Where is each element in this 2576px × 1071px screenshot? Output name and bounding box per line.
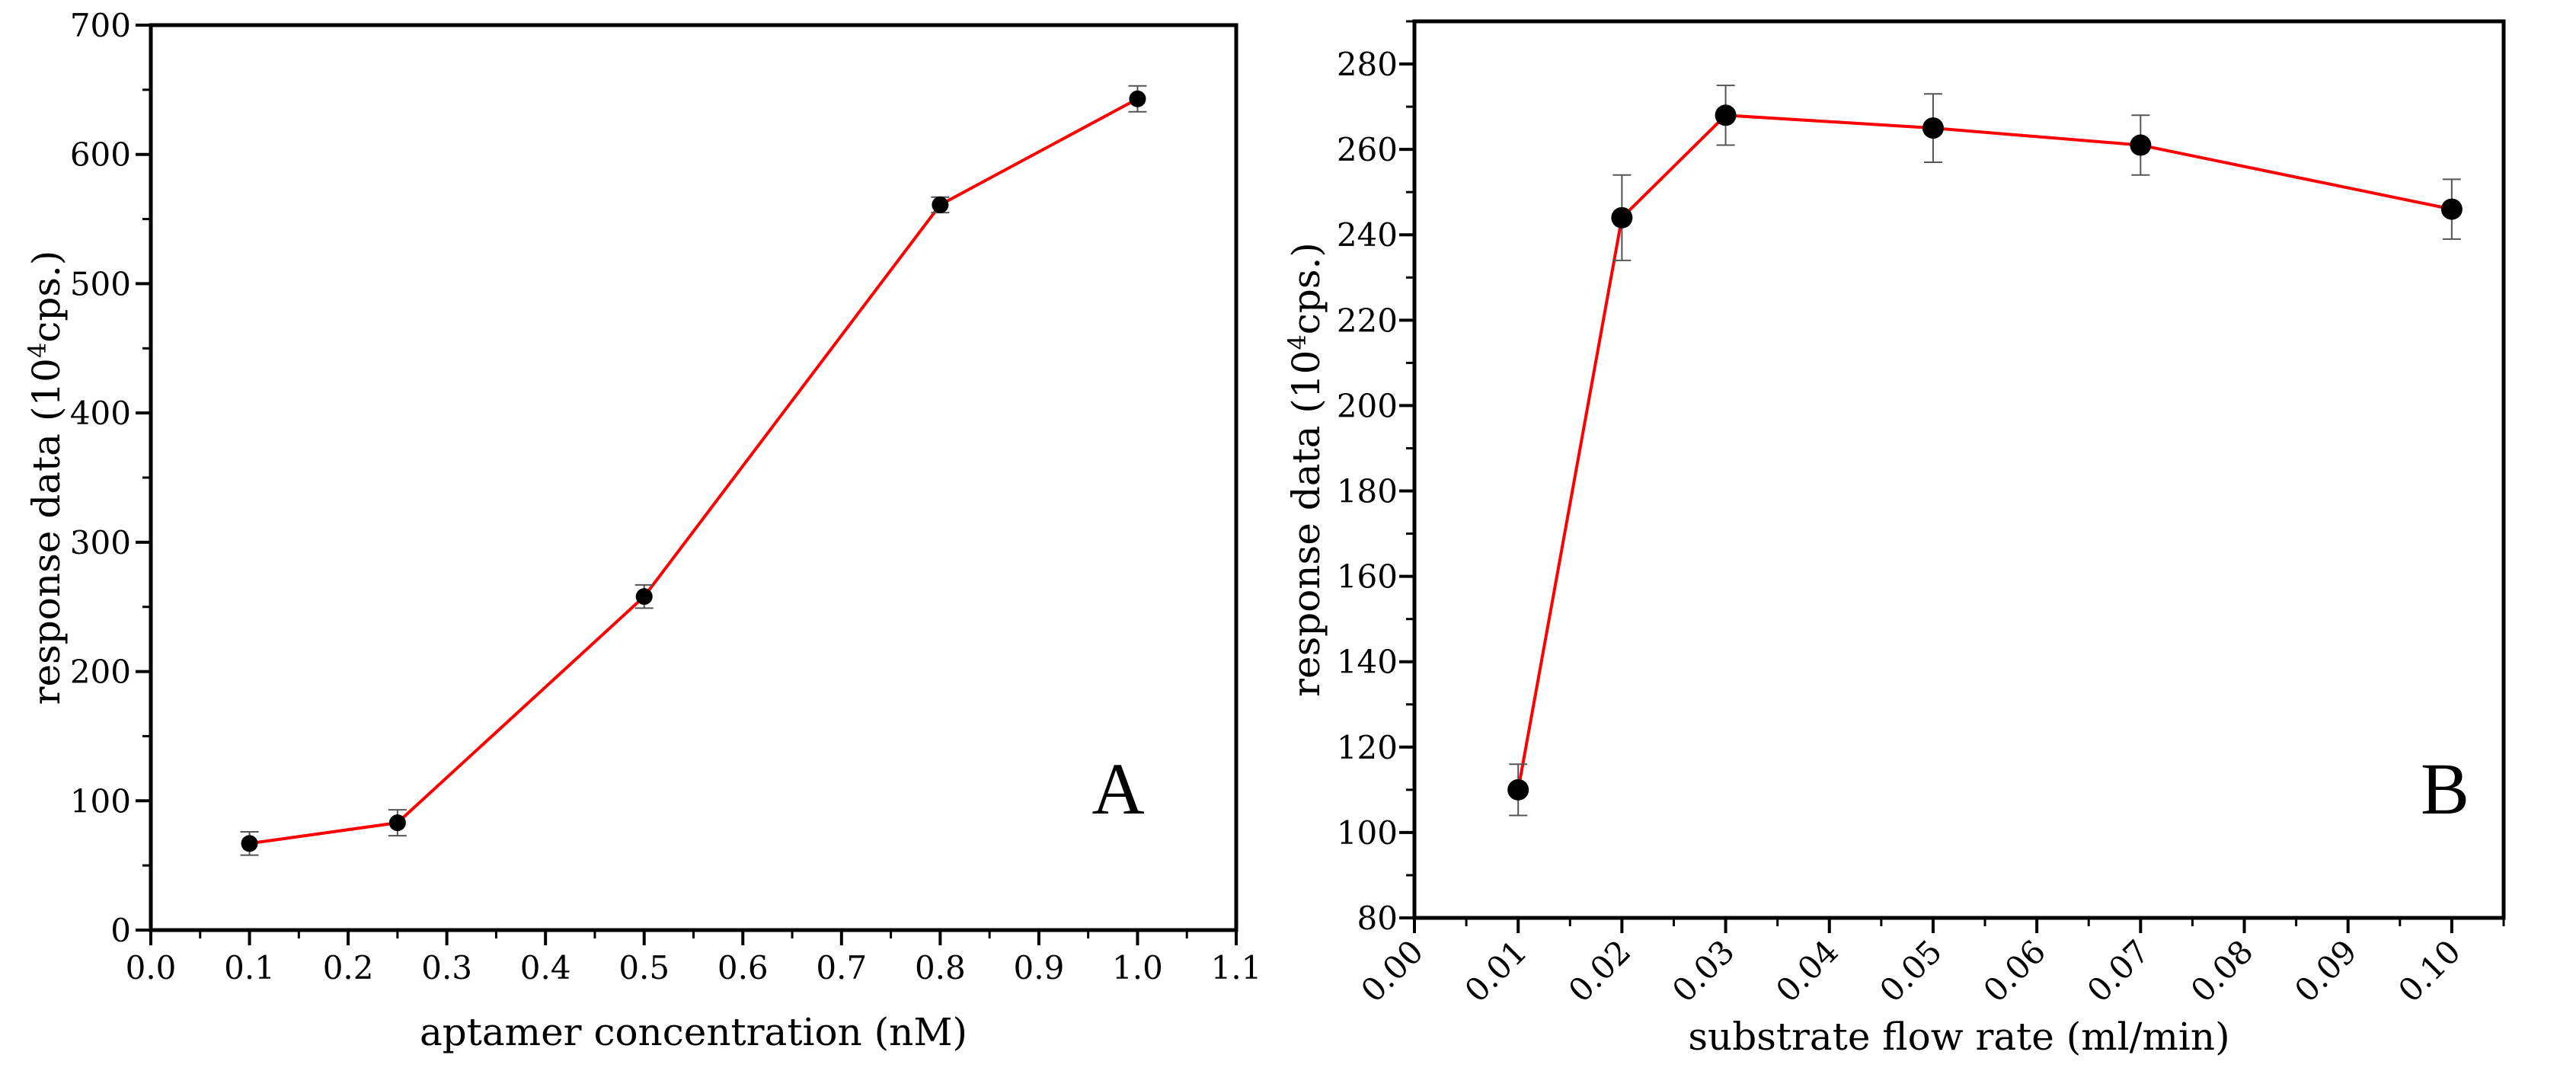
tick-labels-b: 0.00 0.01 0.02 0.03 0.04 0.05 0.06 0.07 0.08 0.09… — [1337, 46, 2468, 1009]
x-tick-label: 1.1 — [1211, 949, 1262, 986]
axis-ticks-a — [136, 24, 1238, 945]
panel-label-b: B — [2421, 748, 2469, 830]
x-tick-label: 0.8 — [915, 949, 966, 986]
y-tick-label: 400 — [70, 395, 131, 432]
x-tick-label: 0.09 — [2287, 932, 2364, 1009]
x-tick-label: 0.4 — [520, 949, 571, 986]
y-axis-label-b-tail: cps.) — [1284, 242, 1328, 334]
x-tick-label: 0.05 — [1872, 932, 1949, 1009]
x-tick-label: 0.10 — [2391, 932, 2468, 1009]
data-point — [635, 588, 653, 606]
y-tick-label: 500 — [70, 265, 131, 302]
y-tick-label: 200 — [70, 654, 131, 691]
x-tick-label: 0.07 — [2080, 932, 2157, 1009]
x-tick-label: 0.08 — [2184, 932, 2261, 1009]
x-tick-label: 0.00 — [1354, 932, 1430, 1009]
y-tick-label: 280 — [1337, 46, 1398, 83]
panel-label-a: A — [1091, 748, 1144, 830]
series-line — [249, 97, 1139, 846]
data-point — [1922, 117, 1944, 139]
x-axis-label-b: substrate flow rate (ml/min) — [1688, 1015, 2229, 1059]
series-b — [1507, 85, 2463, 817]
data-point — [1715, 104, 1737, 126]
y-tick-label: 260 — [1337, 131, 1398, 168]
data-point — [241, 835, 258, 852]
y-axis-label-a-tail: cps.) — [24, 251, 69, 343]
x-tick-label: 0.7 — [816, 949, 867, 986]
x-axis-label-a: aptamer concentration (nM) — [420, 1010, 967, 1054]
data-point — [2130, 134, 2152, 156]
x-tick-label: 0.1 — [224, 949, 275, 986]
x-tick-label: 0.04 — [1769, 932, 1846, 1009]
plot-frame-a — [149, 23, 1238, 932]
series-a — [240, 85, 1147, 856]
y-tick-label: 180 — [1337, 473, 1398, 510]
y-tick-label: 600 — [70, 136, 131, 174]
y-axis-label-b-sup: 4 — [1283, 334, 1312, 350]
y-axis-label-a: response data (104cps.) — [23, 251, 69, 705]
series-line — [1517, 113, 2453, 791]
x-tick-label: 0.01 — [1457, 932, 1534, 1009]
data-point — [388, 814, 406, 832]
y-tick-label: 80 — [1357, 900, 1398, 937]
x-tick-label: 0.03 — [1665, 932, 1742, 1009]
x-tick-label: 0.06 — [1976, 932, 2053, 1009]
y-tick-label: 240 — [1337, 216, 1398, 254]
y-tick-label: 200 — [1337, 387, 1398, 424]
data-point — [1507, 778, 1529, 801]
data-point — [1611, 206, 1633, 229]
chart-panel-b: 0.00 0.01 0.02 0.03 0.04 0.05 0.06 0.07 0.08 0.09… — [1283, 19, 2506, 1059]
x-tick-label: 0.3 — [421, 949, 472, 986]
x-tick-label: 1.0 — [1112, 949, 1163, 986]
data-point — [1129, 90, 1146, 107]
x-tick-label: 0.5 — [618, 949, 670, 986]
y-axis-label-b: response data (104cps.) — [1283, 242, 1328, 697]
y-tick-label: 140 — [1337, 644, 1398, 681]
y-tick-label: 100 — [70, 782, 131, 820]
tick-labels-a: 0.0 0.1 0.2 0.3 0.4 0.5 0.6 0.7 0.8 0.9 1.0 1.1 0 100… — [70, 7, 1262, 986]
y-tick-label: 160 — [1337, 558, 1398, 596]
y-tick-label: 220 — [1337, 302, 1398, 339]
data-point — [2440, 198, 2463, 220]
y-axis-label-a-sup: 4 — [23, 343, 52, 358]
chart-panel-a: 0.0 0.1 0.2 0.3 0.4 0.5 0.6 0.7 0.8 0.9 1.0 1.1 0 100… — [23, 7, 1261, 1054]
y-tick-label: 700 — [70, 7, 131, 44]
y-tick-label: 100 — [1337, 814, 1398, 852]
x-tick-label: 0.2 — [323, 949, 374, 986]
x-tick-label: 0.6 — [718, 949, 769, 986]
y-tick-label: 120 — [1337, 729, 1398, 766]
plot-frame-b — [1412, 19, 2506, 920]
y-axis-label-b-main: response data (10 — [1284, 350, 1328, 697]
axis-ticks-b — [1399, 20, 2505, 933]
data-point — [932, 196, 949, 213]
y-tick-label: 300 — [70, 524, 131, 561]
y-tick-label: 0 — [110, 912, 131, 949]
x-tick-label: 0.0 — [126, 949, 177, 986]
x-tick-label: 0.02 — [1561, 932, 1638, 1009]
x-tick-label: 0.9 — [1014, 949, 1065, 986]
y-axis-label-a-main: response data (10 — [24, 358, 69, 705]
